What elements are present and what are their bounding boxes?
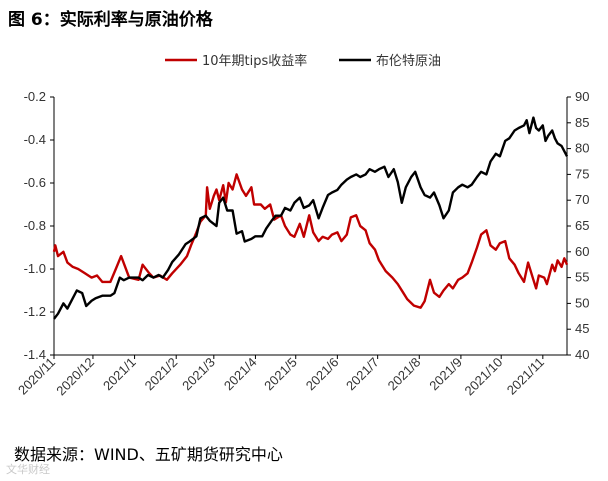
x-tick-label: 2021/9	[426, 355, 465, 394]
x-tick-label: 2020/12	[53, 355, 97, 399]
right-tick-label: 85	[575, 115, 589, 130]
right-tick-label: 70	[575, 192, 589, 207]
line-chart: 10年期tips收益率 布伦特原油 -0.2 -0.4 -0.6 -0.8 -1.0 -1.…	[15, 53, 590, 398]
right-tick-label: 80	[575, 141, 589, 156]
right-tick-label: 45	[575, 321, 589, 336]
brent-oil-line	[53, 116, 569, 320]
x-tick-label: 2021/1	[100, 355, 139, 394]
right-tick-label: 65	[575, 218, 589, 233]
right-tick-label: 40	[575, 347, 589, 362]
left-tick-label: -0.4	[24, 132, 46, 147]
x-tick-label: 2021/11	[504, 355, 547, 398]
x-tick-label: 2021/2	[142, 355, 181, 394]
x-tick-label: 2021/7	[343, 355, 382, 394]
chart-axes: -0.2 -0.4 -0.6 -0.8 -1.0 -1.2 -1.4 90 85 80 75 70 65…	[15, 89, 590, 398]
x-tick-label: 2021/8	[385, 355, 424, 394]
chart-legend: 10年期tips收益率 布伦特原油	[165, 53, 441, 69]
tips-yield-line	[52, 173, 569, 309]
left-tick-label: -1.2	[24, 304, 46, 319]
legend-brent-oil: 布伦特原油	[339, 54, 441, 69]
left-tick-label: -1.4	[24, 347, 46, 362]
legend-label: 10年期tips收益率	[202, 53, 307, 69]
x-tick-label: 2021/5	[261, 355, 300, 394]
source-note: 数据来源：WIND、五矿期货研究中心	[14, 445, 283, 464]
chart-series	[52, 116, 569, 320]
x-tick-label: 2021/10	[461, 355, 505, 399]
left-tick-label: -1.0	[24, 261, 46, 276]
left-tick-label: -0.8	[24, 218, 46, 233]
legend-label: 布伦特原油	[376, 54, 441, 69]
right-tick-label: 90	[575, 89, 589, 104]
x-tick-label: 2021/6	[303, 355, 342, 394]
left-tick-label: -0.2	[24, 89, 46, 104]
x-tick-label: 2021/4	[221, 355, 260, 394]
watermark: 文华财经	[6, 463, 50, 476]
left-tick-label: -0.6	[24, 175, 46, 190]
legend-tips-yield: 10年期tips收益率	[165, 53, 307, 69]
chart-title: 图 6：实际利率与原油价格	[8, 10, 213, 30]
right-tick-label: 50	[575, 295, 589, 310]
x-tick-label: 2021/3	[179, 355, 218, 394]
right-tick-label: 55	[575, 270, 589, 285]
right-tick-label: 60	[575, 244, 589, 259]
right-tick-label: 75	[575, 166, 589, 181]
